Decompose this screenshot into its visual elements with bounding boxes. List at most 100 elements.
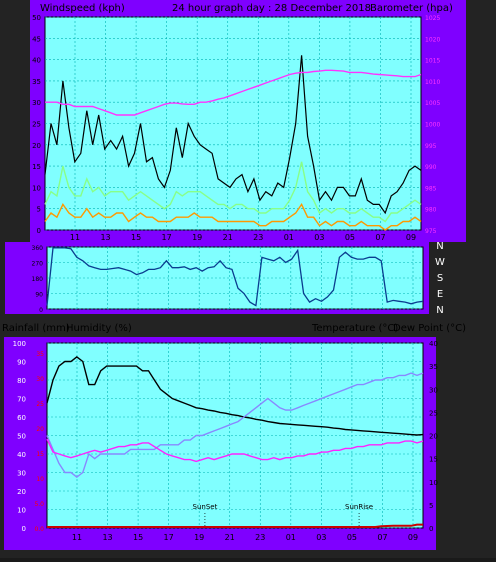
baro-ytick-label: 995 (425, 143, 437, 150)
rain-ytick-label: 35 (36, 351, 44, 358)
wind-axes: 0510152025303540455097598098599099510001… (32, 14, 440, 242)
wind-xtick-label: 13 (100, 233, 110, 242)
direction-ytick-label: 0 (39, 307, 43, 314)
direction-compass-label: E (437, 289, 443, 300)
temp-xtick-label: 09 (408, 533, 418, 542)
wind-xtick-label: 17 (162, 233, 172, 242)
temp-xtick-label: 13 (102, 533, 112, 542)
temp-xtick-label: 07 (377, 533, 387, 542)
wind-ytick-label: 45 (32, 35, 41, 43)
direction-series (46, 247, 424, 307)
wind-ytick-label: 50 (32, 14, 41, 22)
direction-ytick-label: 90 (35, 292, 43, 299)
wind-xtick-label: 15 (131, 233, 141, 242)
direction-ytick-label: 270 (32, 261, 44, 268)
rainfall-title: Rainfall (mm) (2, 323, 70, 334)
direction-compass-label: S (437, 273, 443, 284)
temp-xtick-label: 01 (286, 533, 296, 542)
temp-xtick-label: 05 (347, 533, 357, 542)
wind-series-gust (44, 55, 422, 215)
humidity-ytick-label: 100 (13, 340, 26, 348)
direction-series-line (46, 247, 424, 307)
barometer-title: Barometer (hpa) (370, 3, 453, 14)
temp-series-dewpoint (46, 372, 424, 478)
baro-ytick-label: 1015 (425, 58, 440, 65)
wind-series-avg (44, 161, 422, 223)
baro-ytick-label: 1005 (425, 100, 440, 107)
temp-ytick-label: 10 (429, 479, 438, 487)
wind-xtick-label: 01 (284, 233, 294, 242)
baro-ytick-label: 975 (425, 228, 437, 235)
sun-annotation-label: SunRise (345, 503, 373, 511)
temp-xtick-label: 11 (72, 533, 82, 542)
humidity-ytick-label: 10 (17, 507, 26, 515)
humidity-ytick-label: 40 (17, 451, 26, 459)
baro-ytick-label: 990 (425, 164, 437, 171)
humidity-title: Humidity (%) (66, 323, 132, 334)
wind-xtick-label: 05 (345, 233, 355, 242)
baro-ytick-label: 1020 (425, 36, 440, 43)
main-title: 24 hour graph day : 28 December 2018 (172, 3, 371, 14)
rain-ytick-label: 30 (36, 376, 44, 383)
wind-ytick-label: 35 (32, 78, 41, 86)
humidity-ytick-label: 50 (17, 433, 26, 441)
rain-ytick-label: 5.0 (34, 501, 44, 508)
direction-ytick-label: 180 (32, 276, 44, 283)
direction-compass-label: N (436, 305, 443, 316)
temp-xtick-label: 21 (225, 533, 235, 542)
temp-ytick-label: 20 (429, 433, 438, 441)
temp-series-humidity (46, 438, 424, 463)
temp-xtick-label: 19 (194, 533, 204, 542)
temperature-axes: 01020304050607080901000.05.0101520253035… (13, 340, 438, 542)
direction-compass-label: N (436, 241, 443, 252)
wind-ytick-label: 20 (32, 142, 41, 150)
wind-ytick-label: 5 (37, 206, 41, 214)
wind-xtick-label: 21 (223, 233, 233, 242)
temp-xtick-label: 03 (316, 533, 326, 542)
temp-ytick-label: 25 (429, 409, 438, 417)
temp-ytick-label: 15 (429, 456, 438, 464)
direction-compass-label: W (435, 257, 445, 268)
temp-ytick-label: 5 (429, 502, 433, 510)
temperature-title: Temperature (°C) (311, 323, 398, 334)
rain-ytick-label: 15 (36, 451, 44, 458)
baro-ytick-label: 1025 (425, 15, 440, 22)
wind-ytick-label: 30 (32, 99, 41, 107)
temp-xtick-label: 23 (255, 533, 265, 542)
humidity-ytick-label: 80 (17, 377, 26, 385)
wind-series-barometer (45, 69, 422, 116)
baro-ytick-label: 1010 (425, 79, 440, 86)
wind-xtick-label: 03 (314, 233, 324, 242)
wind-ytick-label: 0 (37, 227, 41, 235)
temp-ytick-label: 0 (429, 525, 433, 533)
wind-ytick-label: 10 (32, 184, 41, 192)
wind-ytick-label: 40 (32, 57, 41, 65)
rain-ytick-label: 10 (36, 476, 44, 483)
temp-series-rain (47, 523, 423, 528)
rain-ytick-label: 25 (36, 401, 44, 408)
wind-ytick-label: 15 (32, 163, 41, 171)
temp-ytick-label: 35 (429, 363, 438, 371)
humidity-ytick-label: 30 (17, 470, 26, 478)
rain-ytick-label: 0.0 (34, 526, 44, 533)
temp-ytick-label: 40 (429, 340, 438, 348)
dewpoint-title: Dew Point (°C) (393, 323, 466, 334)
baro-ytick-label: 1000 (425, 122, 440, 129)
humidity-ytick-label: 90 (17, 359, 26, 367)
wind-series (44, 55, 422, 231)
wind-xtick-label: 11 (70, 233, 80, 242)
temperature-grid (47, 342, 423, 529)
sun-annotation-label: SunSet (193, 503, 218, 511)
direction-ytick-label: 360 (32, 245, 44, 252)
wind-grid (45, 16, 421, 231)
baro-ytick-label: 985 (425, 185, 437, 192)
wind-xtick-label: 09 (406, 233, 416, 242)
rain-ytick-label: 20 (36, 426, 44, 433)
temp-ytick-label: 30 (429, 386, 438, 394)
wind-title: Windspeed (kph) (40, 3, 125, 14)
wind-xtick-label: 19 (192, 233, 202, 242)
temp-series-temperature (46, 356, 424, 436)
